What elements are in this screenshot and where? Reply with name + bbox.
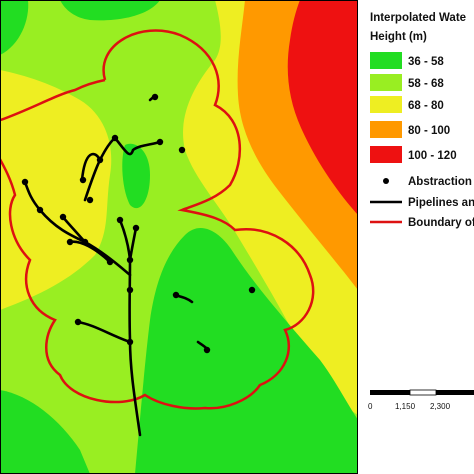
well-point — [126, 256, 134, 264]
abstraction-wells — [21, 93, 256, 354]
legend-subtitle: Height (m) — [370, 31, 427, 43]
well-point — [126, 286, 134, 294]
well-point — [116, 216, 124, 224]
well-point — [66, 238, 74, 246]
legend-symbol-list: Abstraction I Pipelines an Boundary of — [370, 176, 474, 229]
well-point — [96, 156, 104, 164]
well-point — [86, 196, 94, 204]
scale-bar-segment-black — [370, 390, 410, 395]
legend: Interpolated Wate Height (m) 36 - 58 58 … — [370, 12, 474, 229]
scale-bar-segment-white — [409, 389, 437, 396]
well-point — [36, 206, 44, 214]
well-point — [106, 258, 114, 266]
zone-36-58-west — [0, 0, 29, 55]
legend-class-label: 36 - 58 — [408, 56, 444, 68]
legend-class-label: 80 - 100 — [408, 125, 450, 137]
pipeline-branch-left — [23, 180, 132, 277]
scale-bar-tick: 0 — [368, 402, 373, 411]
well-point — [156, 138, 164, 146]
scale-bar-tick: 2,300 — [430, 402, 451, 411]
well-point — [111, 134, 119, 142]
legend-symbol-label: Abstraction I — [408, 176, 474, 188]
pipeline-branch-ne — [113, 136, 162, 156]
legend-swatch — [370, 146, 402, 163]
scale-bar-tick: 1,150 — [395, 402, 416, 411]
well-point — [79, 176, 87, 184]
well-point — [151, 93, 159, 101]
scale-bar-segment-black — [436, 390, 474, 395]
well-point — [59, 213, 67, 221]
well-point — [248, 286, 256, 294]
well-point — [203, 346, 211, 354]
well-point — [178, 146, 186, 154]
legend-class-label: 100 - 120 — [408, 150, 457, 162]
well-point — [132, 224, 140, 232]
legend-symbol-label: Boundary of — [408, 217, 474, 229]
legend-swatch — [370, 96, 402, 113]
zone-68-80-left — [0, 70, 112, 310]
boundary-outline — [0, 29, 315, 410]
dot-icon — [383, 178, 389, 184]
legend-swatch — [370, 52, 402, 69]
scale-bar: 0 1,150 2,300 — [368, 389, 474, 411]
legend-title: Interpolated Wate — [370, 12, 466, 24]
zone-36-58-sw — [0, 390, 90, 474]
legend-swatch — [370, 74, 402, 91]
zone-100-120 — [287, 0, 358, 215]
well-point — [126, 338, 134, 346]
well-point — [74, 318, 82, 326]
legend-swatch — [370, 121, 402, 138]
legend-class-list: 36 - 58 58 - 68 68 - 80 80 - 100 100 - 1… — [370, 52, 457, 163]
legend-class-label: 68 - 80 — [408, 100, 444, 112]
zone-36-58-south — [135, 227, 358, 474]
legend-class-label: 58 - 68 — [408, 78, 444, 90]
well-point — [81, 238, 89, 246]
legend-symbol-label: Pipelines an — [408, 197, 474, 209]
map-panel — [0, 0, 358, 474]
well-point — [21, 178, 29, 186]
pipeline-branch-south — [76, 320, 132, 344]
zone-36-58-central — [122, 143, 150, 209]
well-point — [172, 291, 180, 299]
zone-36-58-top — [60, 0, 160, 21]
